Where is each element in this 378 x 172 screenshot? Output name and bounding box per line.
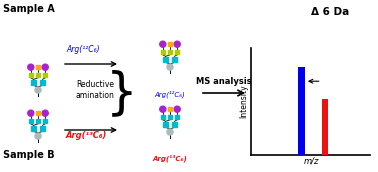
Circle shape: [35, 87, 41, 93]
Circle shape: [167, 64, 173, 70]
Circle shape: [42, 64, 48, 70]
Circle shape: [28, 64, 34, 70]
Circle shape: [174, 41, 180, 47]
Bar: [298, 67, 305, 155]
Text: MS analysis: MS analysis: [196, 77, 252, 86]
Text: Reductive
amination: Reductive amination: [76, 80, 115, 100]
Y-axis label: Intensity: Intensity: [240, 85, 249, 118]
Text: Arg(¹²C₆): Arg(¹²C₆): [155, 90, 185, 98]
Text: Arg(¹³C₆): Arg(¹³C₆): [66, 131, 107, 140]
X-axis label: m/z: m/z: [303, 156, 319, 165]
Circle shape: [160, 41, 166, 47]
Circle shape: [42, 110, 48, 116]
Circle shape: [167, 129, 173, 135]
Bar: [322, 99, 328, 155]
Text: Sample B: Sample B: [3, 150, 55, 160]
Text: Sample A: Sample A: [3, 4, 55, 14]
Circle shape: [160, 106, 166, 112]
Circle shape: [174, 106, 180, 112]
Circle shape: [28, 110, 34, 116]
Text: Arg(¹³C₆): Arg(¹³C₆): [153, 155, 187, 163]
Text: Arg(¹²C₆): Arg(¹²C₆): [66, 45, 100, 54]
Text: Δ 6 Da: Δ 6 Da: [311, 7, 349, 17]
Circle shape: [35, 133, 41, 139]
Text: }: }: [106, 69, 138, 117]
